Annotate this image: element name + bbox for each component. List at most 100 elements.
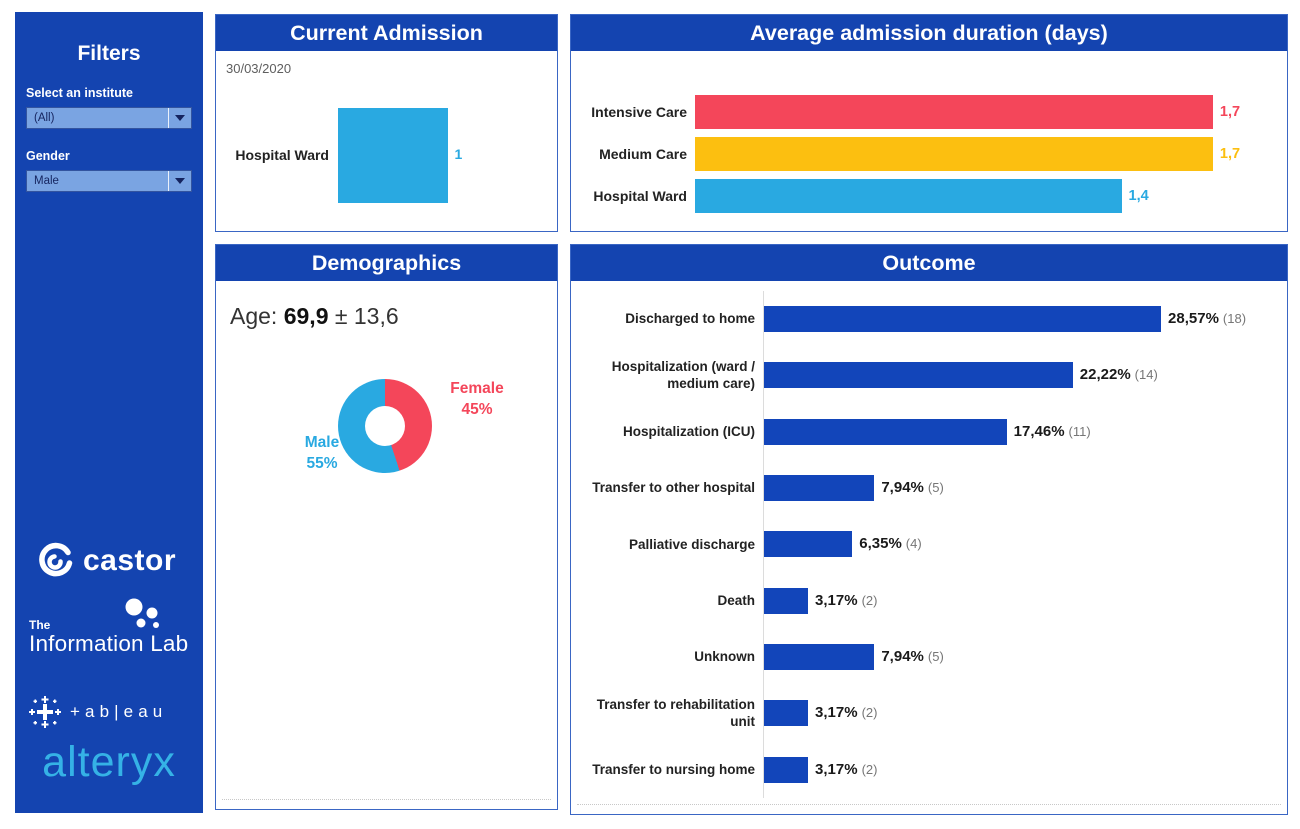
chevron-down-icon bbox=[175, 115, 185, 121]
information-lab-logo: The Information Lab bbox=[28, 598, 192, 662]
category-label: Discharged to home bbox=[625, 311, 755, 327]
bar-row: Palliative discharge 6,35% (4) bbox=[581, 516, 1281, 573]
male-slice-label: Male 55% bbox=[292, 433, 352, 475]
category-label: Unknown bbox=[694, 649, 755, 665]
category-label: Hospital Ward bbox=[235, 146, 329, 163]
value-label: 6,35% (4) bbox=[859, 535, 922, 553]
bar[interactable] bbox=[695, 95, 1213, 129]
bar-row: Medium Care 1,7 bbox=[571, 133, 1283, 175]
bar[interactable] bbox=[764, 306, 1162, 333]
bar-row: Discharged to home 28,57% (18) bbox=[581, 291, 1281, 348]
male-label-text: Male bbox=[304, 434, 340, 451]
institute-filter-group: Select an institute (All) bbox=[15, 86, 203, 129]
institute-dropdown-value: (All) bbox=[34, 112, 55, 124]
axis-dotted-line bbox=[222, 799, 551, 800]
count-label: (18) bbox=[1222, 311, 1247, 327]
category-label: Death bbox=[717, 593, 755, 609]
bar[interactable] bbox=[695, 137, 1213, 171]
bar-row: Hospitalization (ward / medium care) 22,2… bbox=[581, 347, 1281, 404]
count-label: (2) bbox=[861, 761, 878, 777]
institute-dropdown[interactable]: (All) bbox=[26, 107, 192, 129]
count-label: (5) bbox=[927, 649, 944, 665]
axis-dotted-line bbox=[577, 804, 1281, 805]
age-summary: Age: 69,9 ± 13,6 bbox=[216, 281, 557, 330]
avg-duration-panel: Average admission duration (days) Intens… bbox=[570, 14, 1288, 232]
bar-row: Transfer to nursing home 3,17% (2) bbox=[581, 741, 1281, 798]
value-label: 3,17% (2) bbox=[815, 591, 878, 609]
bar-row: Hospitalization (ICU) 17,46% (11) bbox=[581, 403, 1281, 460]
castor-swirl-icon bbox=[39, 542, 73, 577]
avg-duration-body: Intensive Care 1,7 Medium Care 1,7 Hospital … bbox=[571, 51, 1287, 231]
demographics-title: Demographics bbox=[216, 245, 557, 281]
avg-duration-title: Average admission duration (days) bbox=[571, 15, 1287, 51]
bar-plot-area: 3,17% (2) bbox=[763, 572, 1281, 629]
gender-dropdown-button[interactable] bbox=[168, 171, 191, 191]
bar[interactable] bbox=[764, 362, 1073, 389]
male-percent: 55% bbox=[306, 454, 338, 472]
information-lab-text: Information Lab bbox=[29, 631, 189, 656]
value-label: 1 bbox=[454, 146, 463, 162]
bar-row: Transfer to rehabilitation unit 3,17% (2) bbox=[581, 685, 1281, 742]
current-admission-body: 30/03/2020 Hospital Ward 1 bbox=[216, 51, 557, 231]
institute-dropdown-button[interactable] bbox=[168, 108, 191, 128]
category-label: Medium Care bbox=[599, 145, 687, 162]
current-admission-date: 30/03/2020 bbox=[226, 61, 292, 76]
bar-plot-area: 22,22% (14) bbox=[763, 347, 1281, 404]
bar[interactable] bbox=[764, 531, 853, 558]
bar[interactable] bbox=[764, 644, 875, 671]
bar-plot-area: 1,4 bbox=[695, 179, 1283, 213]
tableau-plus-grid-icon bbox=[29, 696, 61, 728]
castor-logo-text: castor bbox=[83, 544, 177, 577]
bar[interactable] bbox=[695, 179, 1122, 213]
count-label: (5) bbox=[927, 480, 944, 496]
value-label: 3,17% (2) bbox=[815, 760, 878, 778]
category-label: Intensive Care bbox=[591, 103, 687, 120]
bar-row: Intensive Care 1,7 bbox=[571, 91, 1283, 133]
bar[interactable] bbox=[764, 756, 809, 783]
tableau-logo: +ab|eau bbox=[29, 696, 167, 728]
count-label: (11) bbox=[1068, 423, 1091, 439]
chevron-down-icon bbox=[175, 178, 185, 184]
information-lab-the-text: The bbox=[29, 618, 51, 632]
bar[interactable] bbox=[764, 700, 809, 727]
category-label: Hospitalization (ward / medium care) bbox=[611, 358, 755, 392]
bar-plot-area: 28,57% (18) bbox=[763, 291, 1281, 348]
sidebar-title: Filters bbox=[77, 42, 141, 65]
gender-dropdown[interactable]: Male bbox=[26, 170, 192, 192]
value-label: 1,4 bbox=[1128, 188, 1149, 204]
female-label-text: Female bbox=[450, 380, 504, 397]
value-label: 3,17% (2) bbox=[815, 704, 878, 722]
bar-plot-area: 17,46% (11) bbox=[763, 403, 1281, 460]
count-label: (2) bbox=[861, 705, 878, 721]
alteryx-logo: alteryx bbox=[42, 738, 176, 786]
bar-plot-area: 6,35% (4) bbox=[763, 516, 1281, 573]
bar[interactable] bbox=[764, 587, 809, 614]
age-label: Age: bbox=[230, 303, 278, 329]
bar[interactable] bbox=[764, 418, 1007, 445]
female-slice-label: Female 45% bbox=[442, 379, 512, 421]
category-label: Palliative discharge bbox=[628, 536, 755, 552]
institute-filter-label: Select an institute bbox=[26, 86, 133, 100]
bar-plot-area: 1,7 bbox=[695, 95, 1283, 129]
value-label: 28,57% (18) bbox=[1168, 310, 1247, 328]
bar-row: Unknown 7,94% (5) bbox=[581, 628, 1281, 686]
outcome-body: Discharged to home 28,57% (18) Hospitalizat… bbox=[571, 281, 1287, 814]
value-label: 7,94% (5) bbox=[881, 479, 944, 497]
bar[interactable] bbox=[338, 107, 448, 203]
category-label: Transfer to nursing home bbox=[592, 762, 755, 778]
gender-filter-group: Gender Male bbox=[15, 149, 203, 192]
bar-plot-area: 3,17% (2) bbox=[763, 685, 1281, 742]
category-label: Hospitalization (ICU) bbox=[623, 424, 755, 440]
outcome-title: Outcome bbox=[571, 245, 1287, 281]
outcome-chart: Discharged to home 28,57% (18) Hospitalizat… bbox=[571, 281, 1287, 814]
bar-row: Transfer to other hospital 7,94% (5) bbox=[581, 459, 1281, 517]
gender-donut-chart[interactable] bbox=[338, 379, 432, 473]
value-label: 1,7 bbox=[1219, 104, 1241, 120]
category-label: Transfer to rehabilitation unit bbox=[596, 696, 755, 730]
demographics-body: Age: 69,9 ± 13,6 Female 45% Male 55% bbox=[216, 281, 557, 809]
information-lab-dots-icon bbox=[125, 598, 159, 628]
bar[interactable] bbox=[764, 475, 875, 502]
count-label: (4) bbox=[905, 536, 922, 552]
count-label: (2) bbox=[861, 592, 878, 608]
